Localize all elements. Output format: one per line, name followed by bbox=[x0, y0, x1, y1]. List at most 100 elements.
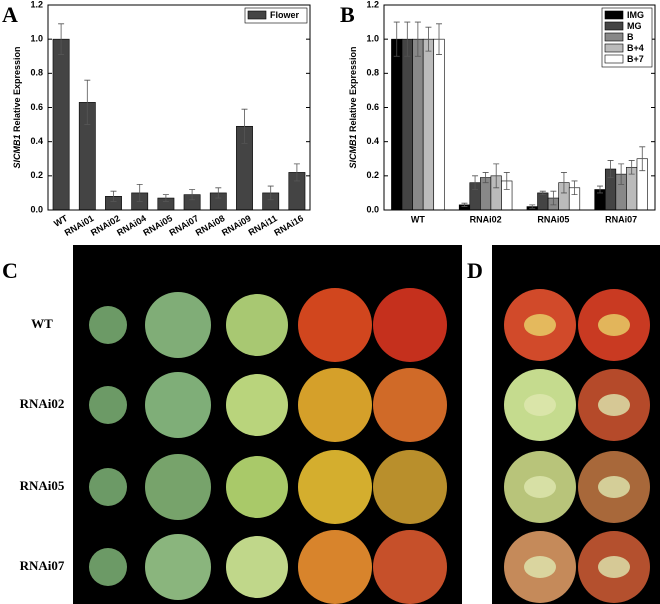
fruit bbox=[298, 368, 372, 442]
fruit bbox=[89, 386, 127, 424]
column-label: IMG bbox=[96, 258, 123, 273]
error-bar bbox=[58, 23, 65, 55]
error-bar bbox=[215, 187, 222, 199]
bar bbox=[412, 38, 424, 211]
y-tick-label: 0.2 bbox=[366, 170, 379, 180]
error-bar bbox=[189, 189, 196, 201]
error-bar bbox=[393, 21, 400, 57]
fruit-core bbox=[598, 476, 630, 498]
error-bar bbox=[639, 146, 646, 172]
error-bar bbox=[241, 108, 248, 144]
x-tick-label: RNAi08 bbox=[194, 213, 227, 238]
legend-swatch bbox=[604, 32, 624, 42]
panel-label: C bbox=[2, 258, 18, 283]
bar bbox=[52, 38, 70, 211]
error-bar bbox=[539, 190, 546, 196]
fruit bbox=[145, 372, 211, 438]
y-tick-label: 0.0 bbox=[366, 204, 379, 214]
fruit bbox=[373, 288, 447, 362]
x-tick-label: RNAi09 bbox=[220, 213, 253, 238]
column-label: B+4 bbox=[529, 258, 552, 273]
fruit-core bbox=[598, 394, 630, 416]
y-tick-label: 0.4 bbox=[30, 136, 43, 146]
error-bar bbox=[425, 26, 432, 52]
y-axis-label-text: Relative Expression bbox=[348, 46, 358, 132]
error-bar bbox=[136, 183, 143, 202]
error-bar bbox=[618, 163, 625, 185]
row-label: RNAi02 bbox=[20, 396, 65, 411]
error-bar bbox=[482, 172, 489, 184]
bar bbox=[537, 192, 549, 211]
x-tick-label: RNAi02 bbox=[470, 214, 502, 224]
fruit bbox=[373, 530, 447, 604]
legend-swatch bbox=[604, 10, 624, 20]
panel-label: B bbox=[340, 2, 355, 27]
y-tick-label: 0.0 bbox=[30, 204, 43, 214]
panel-label: D bbox=[467, 258, 483, 283]
error-bar bbox=[550, 190, 557, 206]
legend-swatch bbox=[604, 54, 624, 64]
legend-label: Flower bbox=[270, 10, 300, 20]
legend-label: B bbox=[627, 32, 634, 42]
x-tick-label: RNAi02 bbox=[89, 213, 122, 238]
x-tick-label: RNAi16 bbox=[272, 213, 305, 238]
y-axis-label: SlCMB1 Relative Expression bbox=[348, 46, 358, 168]
y-tick-label: 1.2 bbox=[30, 0, 43, 9]
bar bbox=[391, 38, 403, 211]
fruit bbox=[373, 368, 447, 442]
fruit-core bbox=[524, 394, 556, 416]
legend-swatch bbox=[604, 21, 624, 31]
fruit-core bbox=[598, 556, 630, 578]
y-axis-gene: SlCMB1 bbox=[12, 135, 22, 169]
fruit-core bbox=[524, 556, 556, 578]
fruit-core bbox=[524, 314, 556, 336]
error-bar bbox=[472, 175, 479, 190]
fruit-core bbox=[524, 476, 556, 498]
plot-frame bbox=[47, 4, 311, 211]
error-bar bbox=[436, 23, 443, 55]
legend-label: B+7 bbox=[627, 54, 644, 64]
error-bar bbox=[461, 202, 468, 207]
fruit bbox=[89, 306, 127, 344]
error-bar bbox=[493, 163, 500, 189]
error-bar bbox=[607, 160, 614, 178]
error-bar bbox=[503, 172, 510, 190]
panel-label: A bbox=[2, 2, 18, 27]
y-axis-gene: SlCMB1 bbox=[348, 135, 358, 169]
column-label: MG bbox=[167, 258, 189, 273]
row-label: WT bbox=[31, 316, 53, 331]
x-tick-label: RNAi01 bbox=[63, 213, 96, 238]
error-bar bbox=[414, 21, 421, 57]
fruit bbox=[226, 294, 288, 356]
y-tick-label: 0.6 bbox=[366, 102, 379, 112]
fruit-core bbox=[598, 314, 630, 336]
legend-swatch bbox=[604, 43, 624, 53]
column-label: B+7 bbox=[603, 258, 626, 273]
fruit bbox=[145, 292, 211, 358]
y-tick-label: 0.8 bbox=[366, 68, 379, 78]
error-bar bbox=[110, 190, 117, 202]
plot-frame bbox=[383, 4, 656, 211]
x-tick-label: RNAi07 bbox=[168, 213, 201, 238]
fruit bbox=[226, 374, 288, 436]
y-tick-label: 0.2 bbox=[30, 170, 43, 180]
column-label: B+4 bbox=[324, 258, 347, 273]
y-axis-label: SlCMB1 Relative Expression bbox=[12, 46, 22, 168]
fruit bbox=[298, 450, 372, 524]
fruit bbox=[298, 288, 372, 362]
fruit bbox=[145, 454, 211, 520]
x-tick-label: WT bbox=[411, 214, 425, 224]
y-axis-label-text: Relative Expression bbox=[12, 46, 22, 132]
column-label: B bbox=[253, 258, 262, 273]
legend-label: B+4 bbox=[627, 43, 644, 53]
fruit bbox=[145, 534, 211, 600]
fruit bbox=[298, 530, 372, 604]
fruit bbox=[373, 450, 447, 524]
x-tick-label: RNAi05 bbox=[141, 213, 174, 238]
x-tick-label: RNAi05 bbox=[537, 214, 569, 224]
legend-label: MG bbox=[627, 21, 642, 31]
bar bbox=[422, 38, 435, 211]
error-bar bbox=[596, 185, 603, 194]
row-label: RNAi07 bbox=[20, 558, 65, 573]
